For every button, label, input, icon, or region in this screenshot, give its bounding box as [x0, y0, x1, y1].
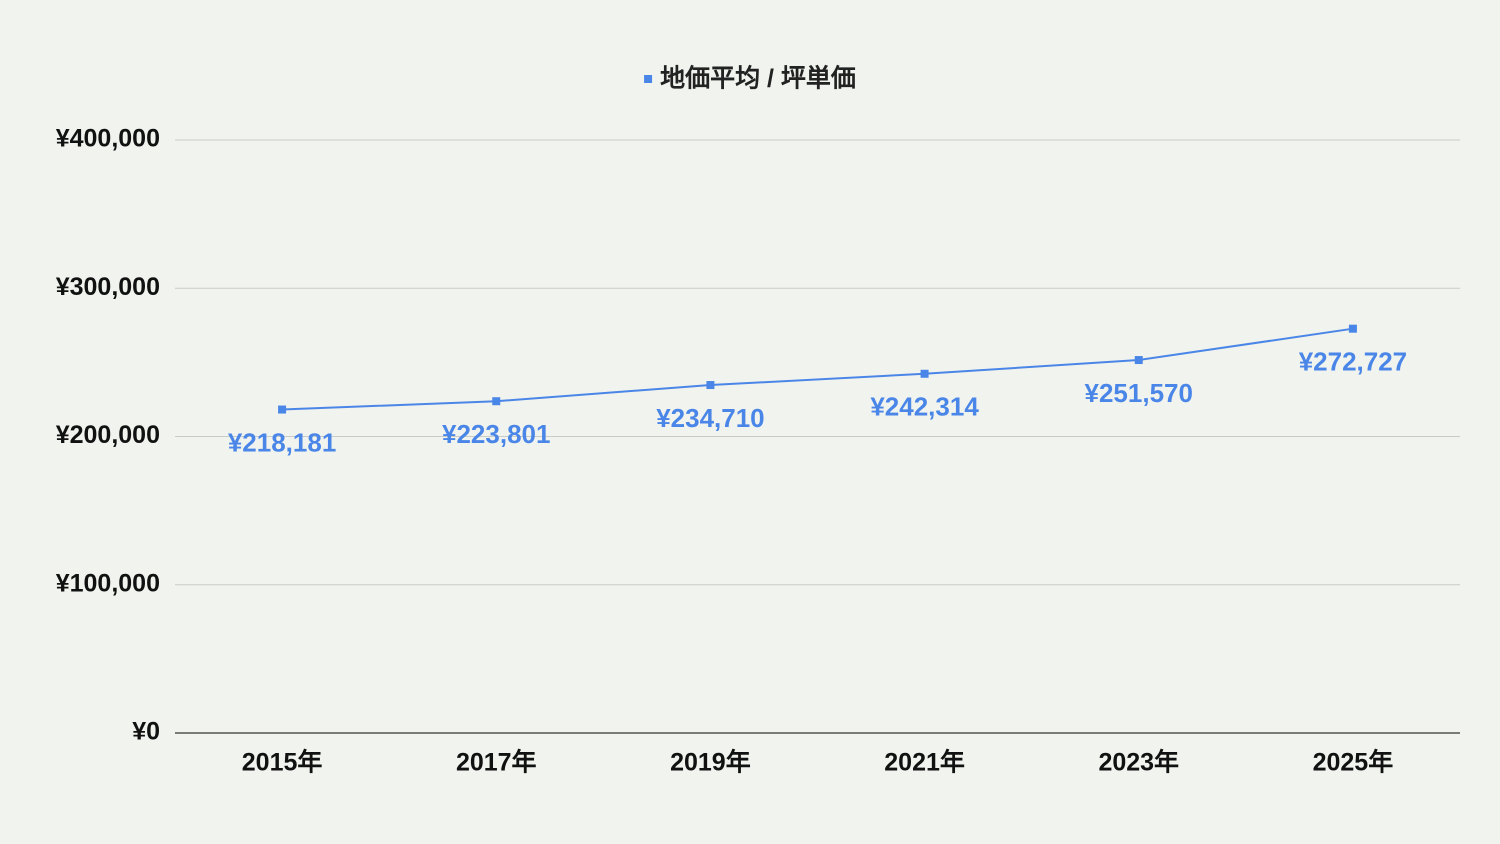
point-marker: [278, 405, 287, 414]
x-tick-label: 2021年: [884, 748, 965, 777]
series-line: [282, 327, 1354, 411]
point-marker: [492, 397, 501, 406]
x-tick-label: 2019年: [670, 748, 751, 777]
x-tick-label: 2025年: [1313, 748, 1394, 777]
y-tick-label: ¥300,000: [56, 273, 160, 301]
data-label: ¥218,181: [228, 427, 336, 457]
y-tick-label: ¥400,000: [56, 125, 160, 153]
y-tick-label: ¥0: [132, 718, 160, 746]
point-marker: [706, 381, 715, 390]
x-tick-label: 2017年: [456, 748, 537, 777]
y-tick-label: ¥200,000: [56, 421, 160, 449]
data-label: ¥272,727: [1299, 347, 1407, 377]
data-label: ¥242,314: [870, 392, 979, 422]
data-label: ¥234,710: [656, 403, 764, 433]
x-tick-label: 2023年: [1098, 748, 1179, 777]
data-label: ¥251,570: [1085, 378, 1193, 408]
point-marker: [920, 369, 929, 378]
data-label: ¥223,801: [442, 419, 550, 449]
point-marker: [1348, 324, 1357, 333]
legend-label: 地価平均 / 坪単価: [660, 64, 856, 93]
y-tick-label: ¥100,000: [56, 569, 160, 597]
legend-marker: [644, 75, 653, 83]
point-marker: [1134, 356, 1143, 365]
x-tick-label: 2015年: [242, 748, 323, 777]
